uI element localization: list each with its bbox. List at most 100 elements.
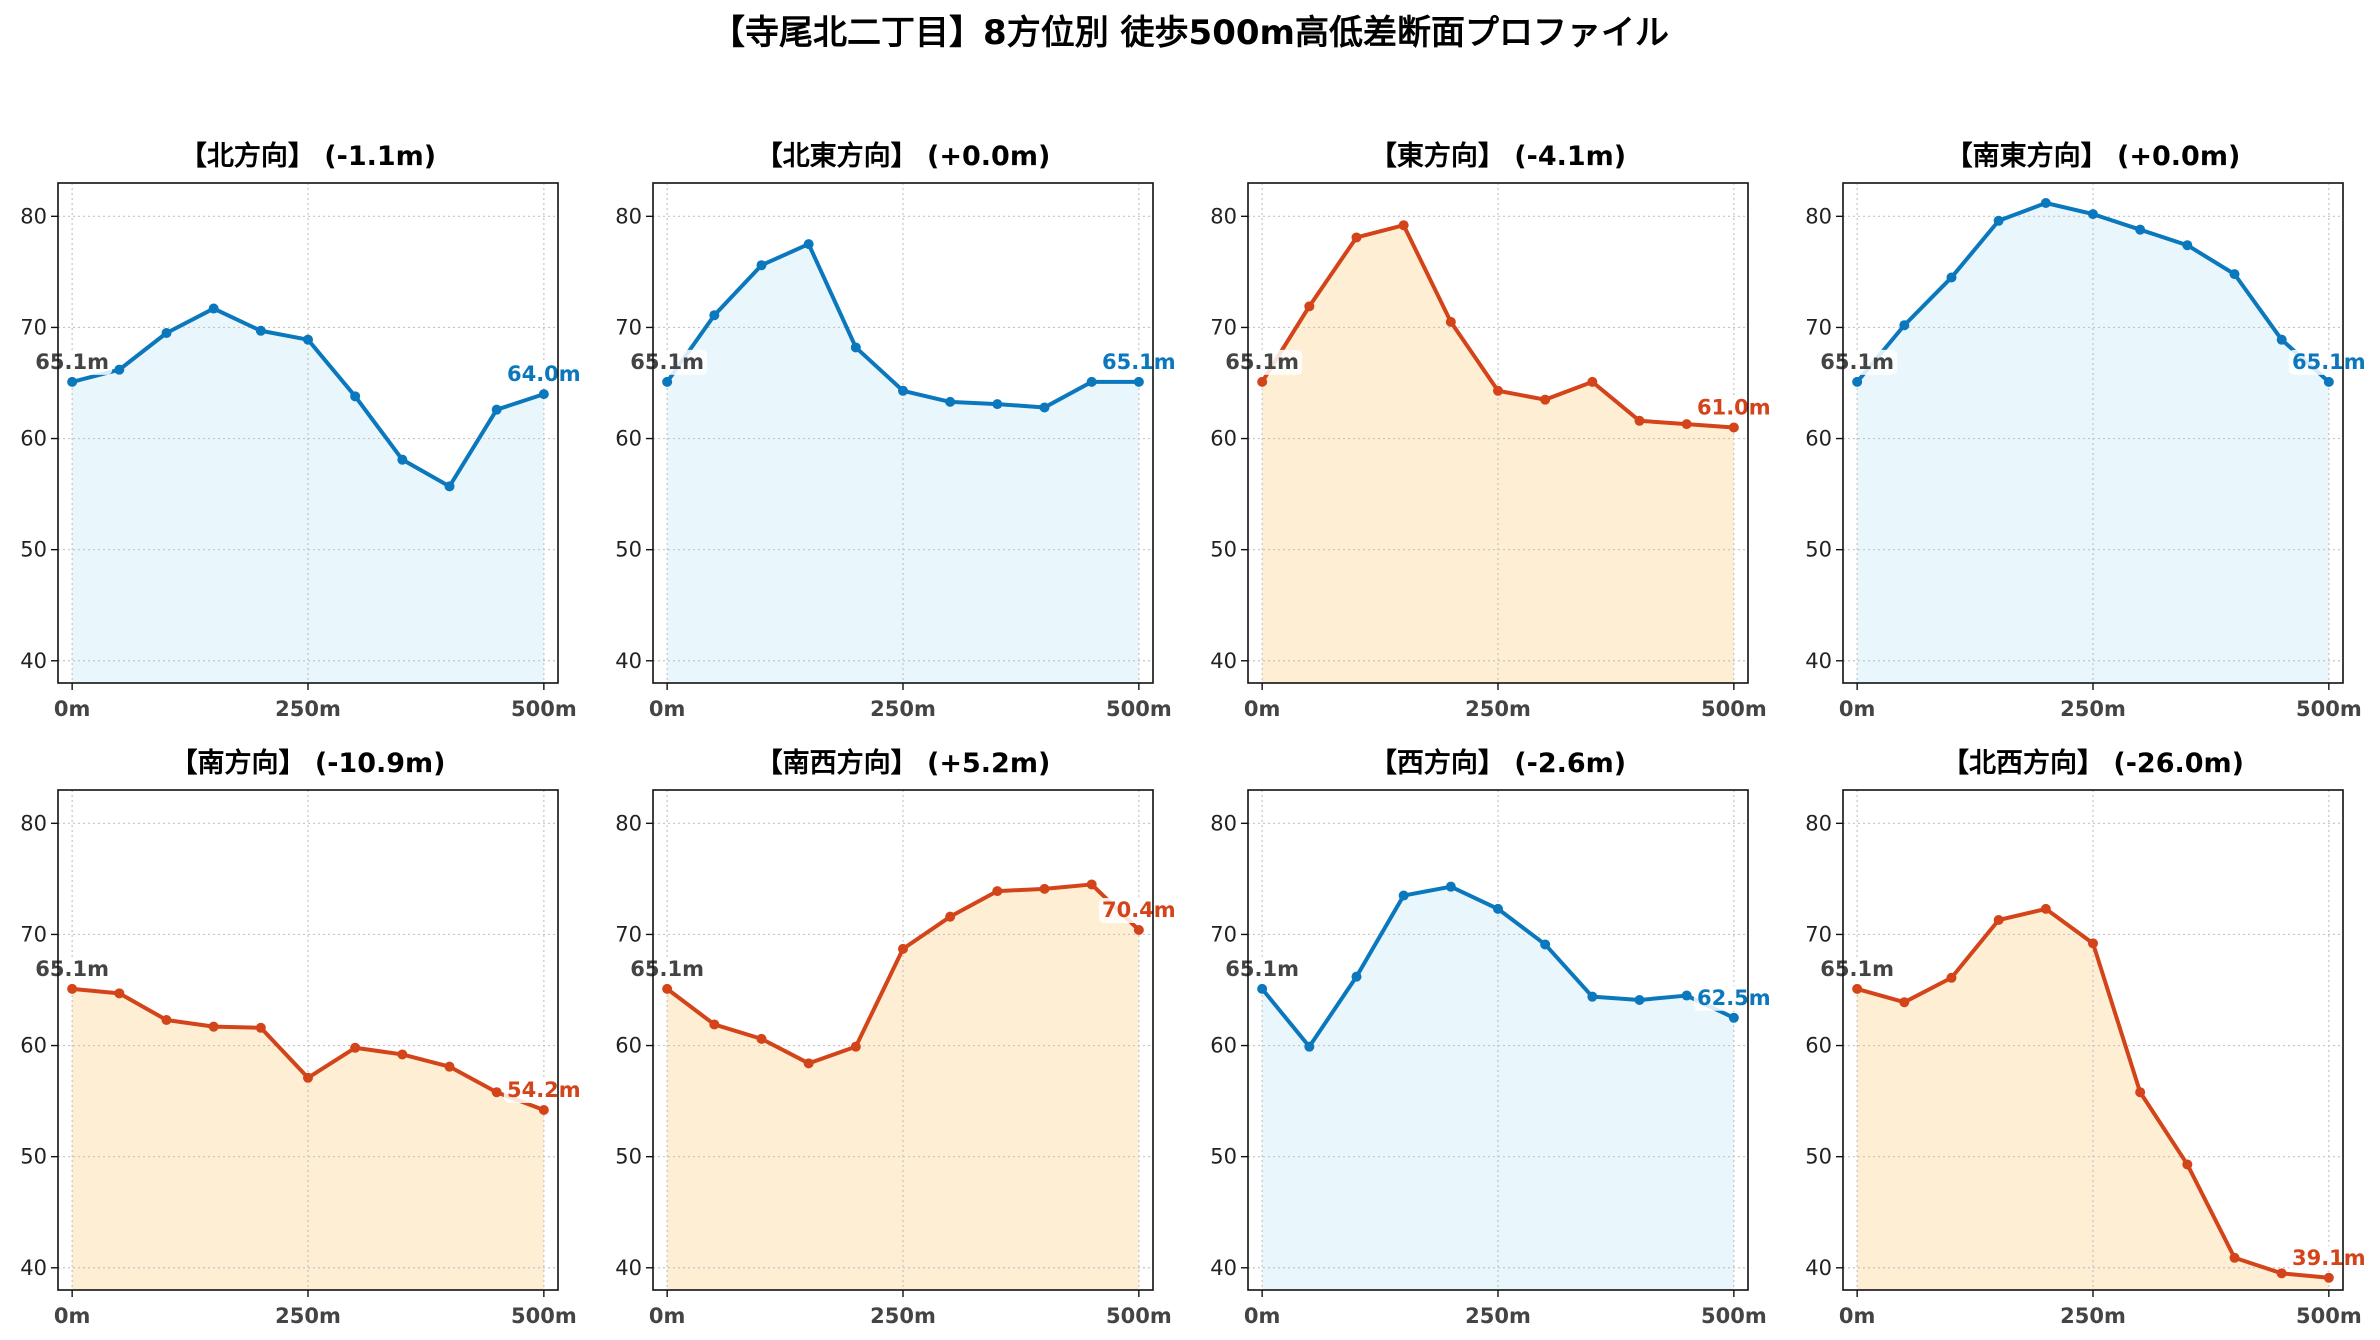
label-background — [32, 349, 113, 375]
data-point — [1946, 972, 1957, 983]
data-point — [491, 1087, 502, 1098]
end-value-label: 62.5m — [1697, 986, 1771, 1010]
data-point — [1398, 890, 1409, 901]
label-background — [1693, 395, 1774, 421]
x-tick-label: 0m — [54, 1304, 91, 1328]
y-tick-label: 60 — [20, 1034, 47, 1058]
area-fill — [1857, 908, 2329, 1290]
panel-title: 【北西方向】 (-26.0m) — [1942, 747, 2244, 779]
y-tick-label: 80 — [1210, 811, 1237, 835]
x-tick-label: 250m — [1465, 1304, 1531, 1328]
x-tick-label: 500m — [2296, 697, 2362, 721]
y-tick-label: 70 — [20, 922, 47, 946]
data-point — [1993, 915, 2004, 925]
data-point — [350, 1042, 361, 1053]
data-point — [444, 481, 455, 492]
data-point — [756, 1033, 767, 1044]
start-value-label: 65.1m — [35, 957, 109, 981]
data-point — [161, 328, 172, 338]
chart-panel: 【南東方向】 (+0.0m) 65.1m 65.1m 40 50 60 70 80 0m 250m… — [1805, 140, 2369, 721]
area-fill — [1262, 886, 1734, 1290]
end-value-label: 70.4m — [1102, 898, 1176, 922]
start-value-label: 65.1m — [1820, 957, 1894, 981]
data-point — [2276, 334, 2287, 345]
data-point — [850, 342, 861, 353]
data-point — [1852, 983, 1863, 994]
label-background — [2288, 349, 2369, 375]
chart-panel: 【南方向】 (-10.9m) 65.1m 54.2m 40 50 60 70 80 0m 250m… — [20, 747, 584, 1328]
label-background — [1817, 349, 1898, 375]
data-point — [350, 391, 361, 402]
y-tick-label: 50 — [20, 538, 47, 562]
data-point — [1351, 971, 1362, 982]
x-tick-label: 500m — [1106, 697, 1172, 721]
end-value-label: 54.2m — [507, 1078, 581, 1102]
data-point — [1681, 990, 1692, 1001]
data-point — [1493, 385, 1503, 396]
data-point — [2040, 198, 2051, 208]
data-point — [444, 1061, 455, 1072]
data-point — [303, 1072, 313, 1083]
label-background — [627, 956, 708, 982]
x-tick-label: 0m — [649, 1304, 686, 1328]
y-tick-label: 40 — [1210, 649, 1237, 673]
data-point — [2276, 1268, 2287, 1279]
y-tick-label: 40 — [1805, 649, 1832, 673]
start-value-label: 65.1m — [630, 350, 704, 374]
data-point — [2182, 240, 2193, 251]
y-tick-label: 40 — [20, 649, 47, 673]
label-background — [503, 362, 584, 388]
start-value-label: 65.1m — [1225, 957, 1299, 981]
data-point — [255, 1022, 266, 1033]
data-point — [2229, 269, 2240, 280]
data-point — [1540, 394, 1551, 405]
data-point — [397, 454, 408, 465]
data-point — [1398, 220, 1409, 231]
y-tick-label: 50 — [20, 1145, 47, 1169]
y-tick-label: 40 — [1210, 1256, 1237, 1280]
y-tick-label: 60 — [1210, 1034, 1237, 1058]
x-tick-label: 500m — [1701, 1304, 1767, 1328]
data-point — [1257, 376, 1268, 387]
x-tick-label: 250m — [1465, 697, 1531, 721]
label-background — [1817, 956, 1898, 982]
data-point — [2229, 1252, 2240, 1263]
data-point — [2182, 1159, 2193, 1170]
x-tick-label: 0m — [1244, 1304, 1281, 1328]
x-tick-label: 250m — [870, 1304, 936, 1328]
label-background — [1222, 349, 1303, 375]
y-tick-label: 70 — [1805, 315, 1832, 339]
y-tick-label: 40 — [615, 649, 642, 673]
data-point — [1133, 925, 1144, 935]
data-point — [898, 385, 908, 396]
area-fill — [72, 308, 544, 683]
end-value-label: 61.0m — [1697, 395, 1771, 419]
data-point — [67, 983, 78, 994]
x-tick-label: 250m — [275, 1304, 341, 1328]
y-tick-label: 40 — [1805, 1256, 1832, 1280]
data-point — [1634, 415, 1645, 426]
chart-panel: 【北方向】 (-1.1m) 65.1m 64.0m 40 50 60 70 80 0m 250m 5… — [20, 140, 584, 721]
label-background — [2288, 1245, 2369, 1271]
x-tick-label: 500m — [2296, 1304, 2362, 1328]
data-point — [1351, 232, 1362, 243]
chart-panel: 【北東方向】 (+0.0m) 65.1m 65.1m 40 50 60 70 80 0m 250m… — [615, 140, 1179, 721]
data-point — [2135, 1087, 2146, 1098]
data-point — [1039, 883, 1050, 894]
data-point — [2323, 1272, 2334, 1283]
label-background — [503, 1078, 584, 1103]
data-point — [2088, 938, 2098, 949]
figure-title: 【寺尾北二丁目】8方位別 徒歩500m高低差断面プロファイル — [711, 13, 1669, 53]
y-tick-label: 50 — [1210, 1145, 1237, 1169]
data-point — [803, 239, 814, 250]
y-tick-label: 80 — [20, 811, 47, 835]
data-point — [397, 1049, 408, 1060]
data-point — [992, 399, 1003, 410]
y-tick-label: 70 — [1210, 922, 1237, 946]
label-background — [1222, 956, 1303, 982]
label-background — [627, 349, 708, 375]
y-tick-label: 80 — [20, 204, 47, 228]
x-tick-label: 250m — [2060, 1304, 2126, 1328]
data-point — [1899, 997, 1910, 1008]
